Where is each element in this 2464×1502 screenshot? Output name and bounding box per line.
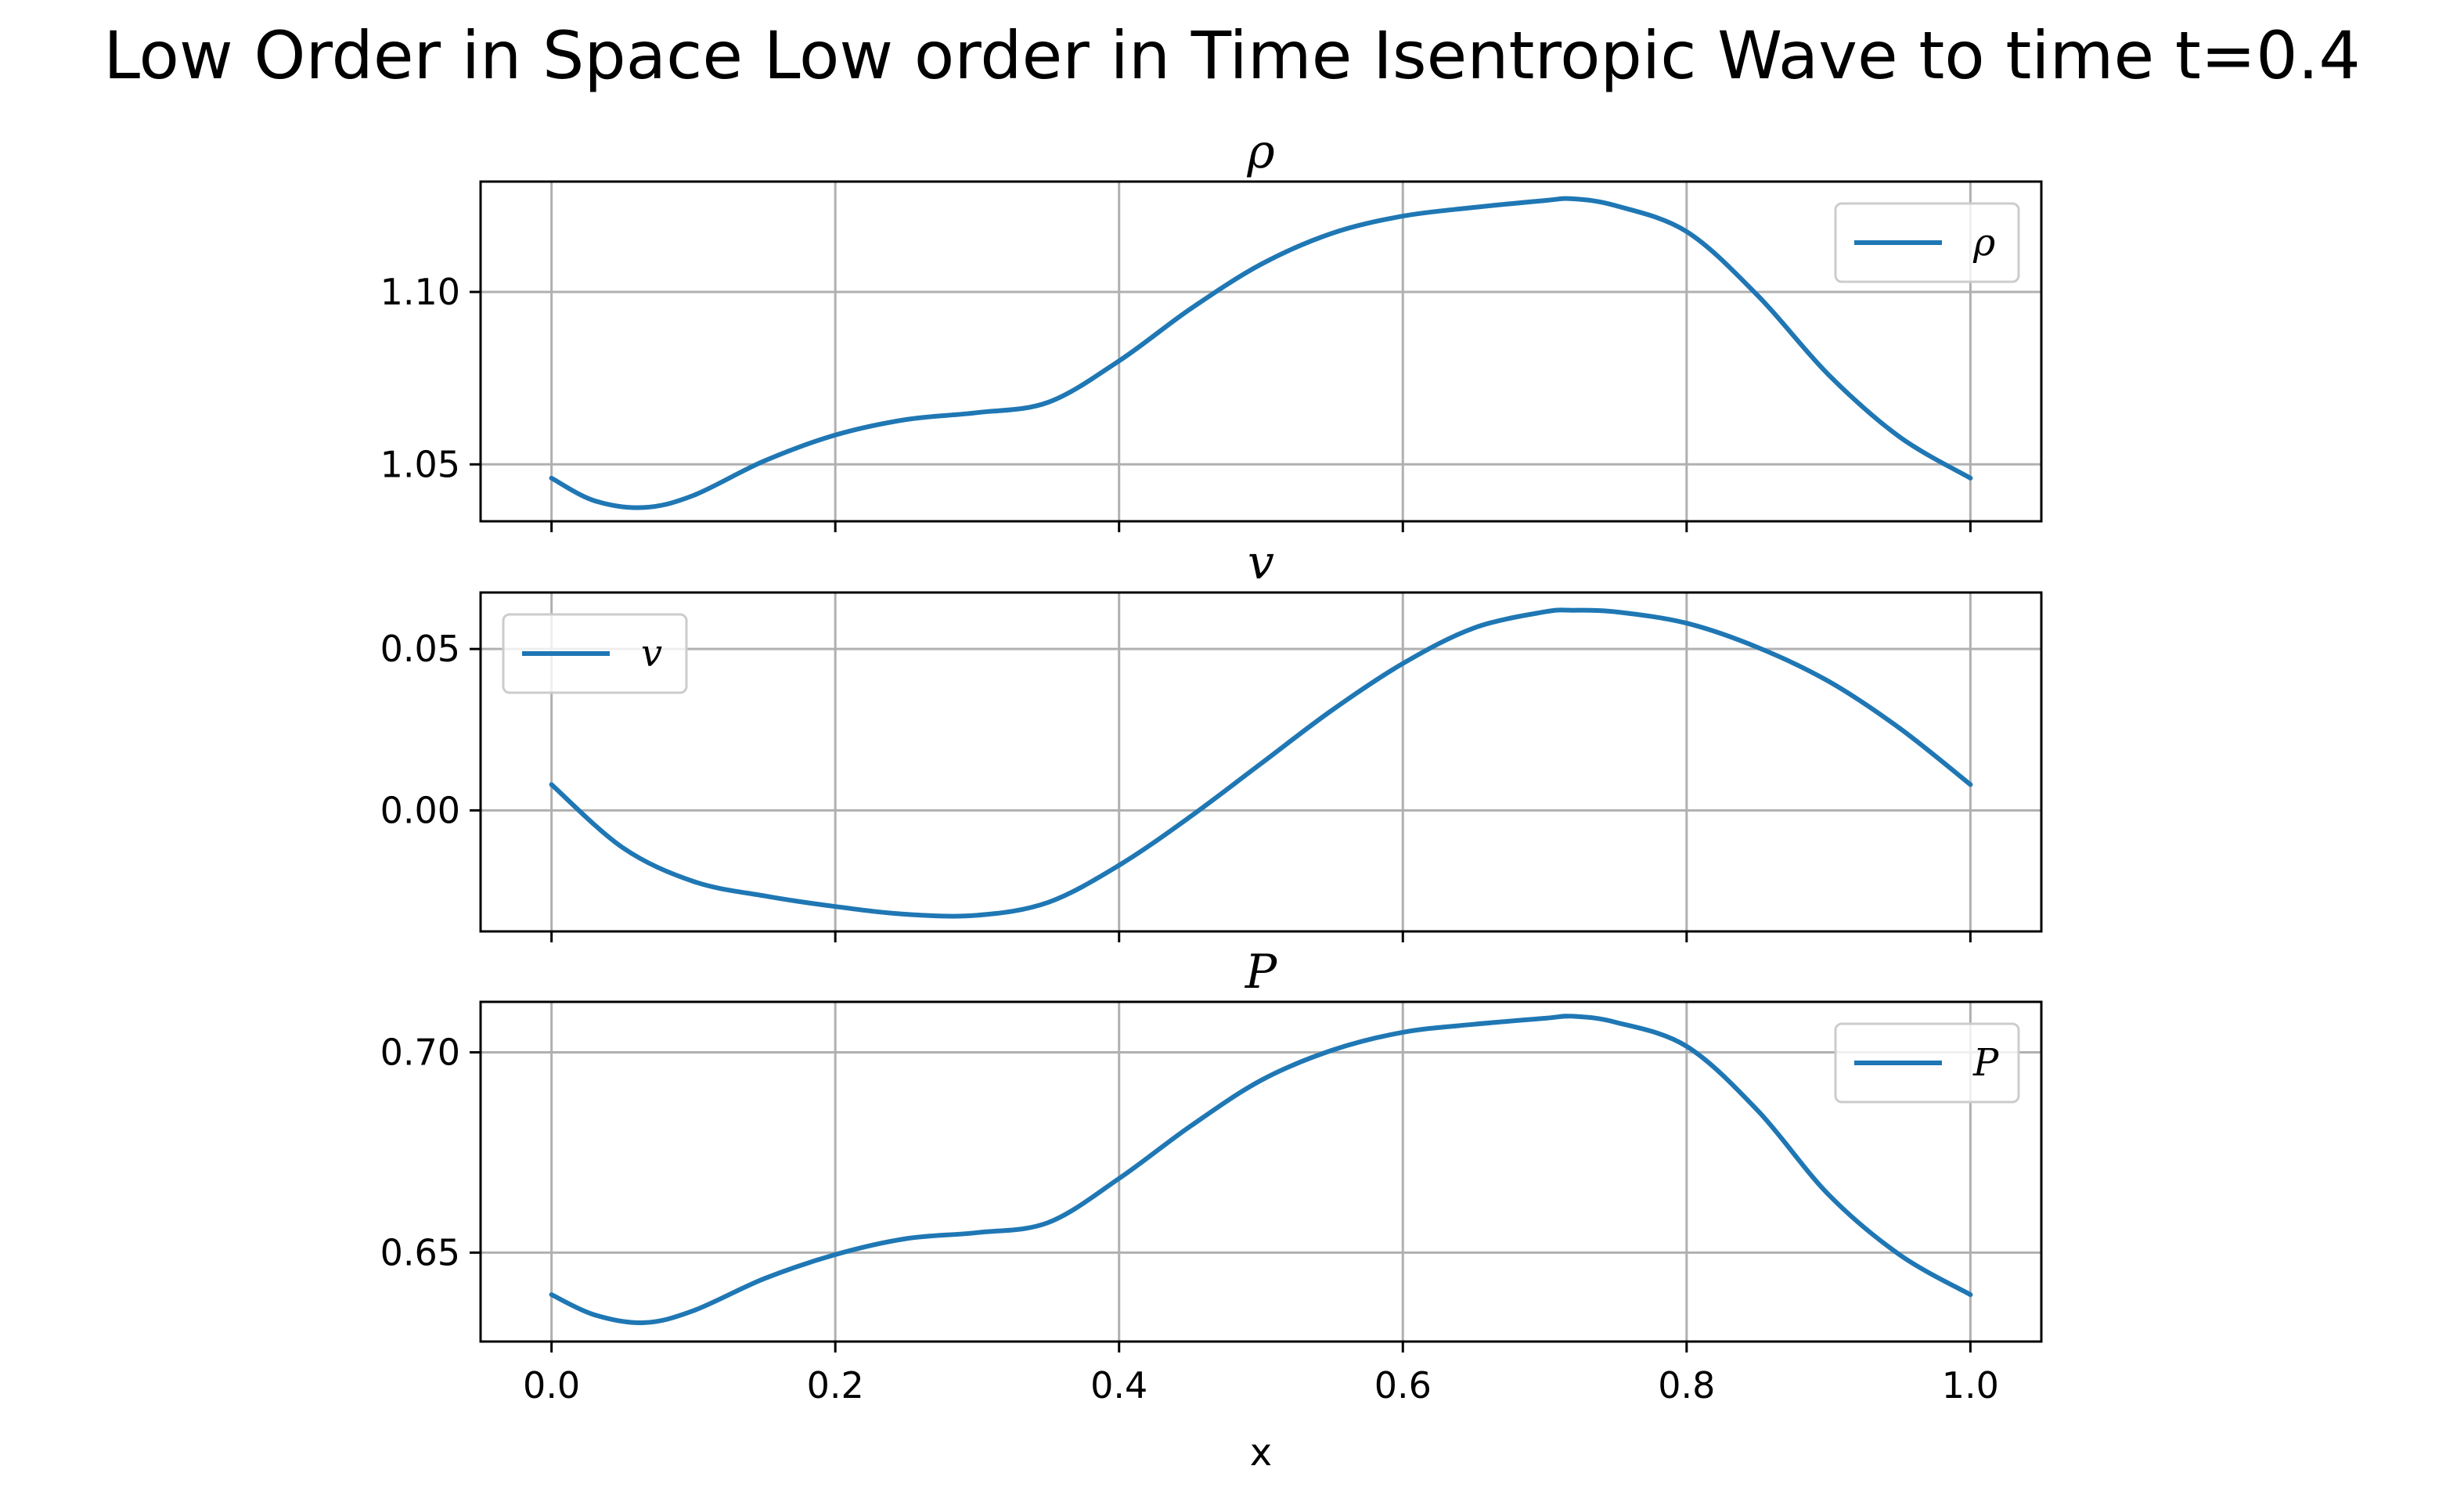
- x-tick-label: 1.0: [1942, 1364, 1999, 1407]
- y-tick-label: 0.70: [380, 1031, 460, 1073]
- figure-title: Low Order in Space Low order in Time Ise…: [103, 17, 2361, 94]
- subplot-title: P: [1245, 945, 1278, 1000]
- series-line-v: [549, 607, 1973, 919]
- x-tick-label: 0.0: [523, 1364, 580, 1407]
- legend-label: ρ: [1972, 221, 1995, 265]
- y-tick-label: 0.65: [380, 1231, 460, 1273]
- x-tick-label: 0.4: [1090, 1364, 1147, 1407]
- x-axis-label: x: [1250, 1431, 1272, 1475]
- axes-frame: [479, 591, 2043, 933]
- axes-frame: [479, 180, 2043, 523]
- subplot-2: v 0.00 0.05 v: [380, 535, 2043, 942]
- subplot-3: P 0.0 0.2 0.4 0.6 0.8 1.0 0.65 0.70 P: [380, 945, 2043, 1407]
- subplots: ρ 1.05 1.10 ρ v 0.00 0.05 v P 0.0 0.2 0.4 0.6 0.8 1.0 0…: [380, 124, 2043, 1407]
- subplot-1: ρ 1.05 1.10 ρ: [380, 124, 2043, 532]
- x-tick-label: 0.2: [807, 1364, 864, 1407]
- legend-label: P: [1972, 1041, 1999, 1085]
- series-line-P: [549, 1014, 1973, 1325]
- subplot-title: v: [1248, 535, 1274, 590]
- series-line-ρ: [549, 196, 1973, 510]
- legend: P: [1834, 1022, 2020, 1104]
- legend: v: [502, 613, 688, 694]
- x-tick-label: 0.8: [1658, 1364, 1715, 1407]
- y-tick-label: 1.05: [380, 443, 460, 485]
- legend: ρ: [1834, 202, 2020, 283]
- y-tick-label: 0.05: [380, 628, 460, 670]
- y-tick-label: 1.10: [380, 271, 460, 313]
- axes-frame: [479, 1000, 2043, 1343]
- y-tick-label: 0.00: [380, 789, 460, 831]
- legend-label: v: [641, 632, 662, 675]
- x-tick-label: 0.6: [1374, 1364, 1432, 1407]
- subplot-title: ρ: [1246, 124, 1274, 179]
